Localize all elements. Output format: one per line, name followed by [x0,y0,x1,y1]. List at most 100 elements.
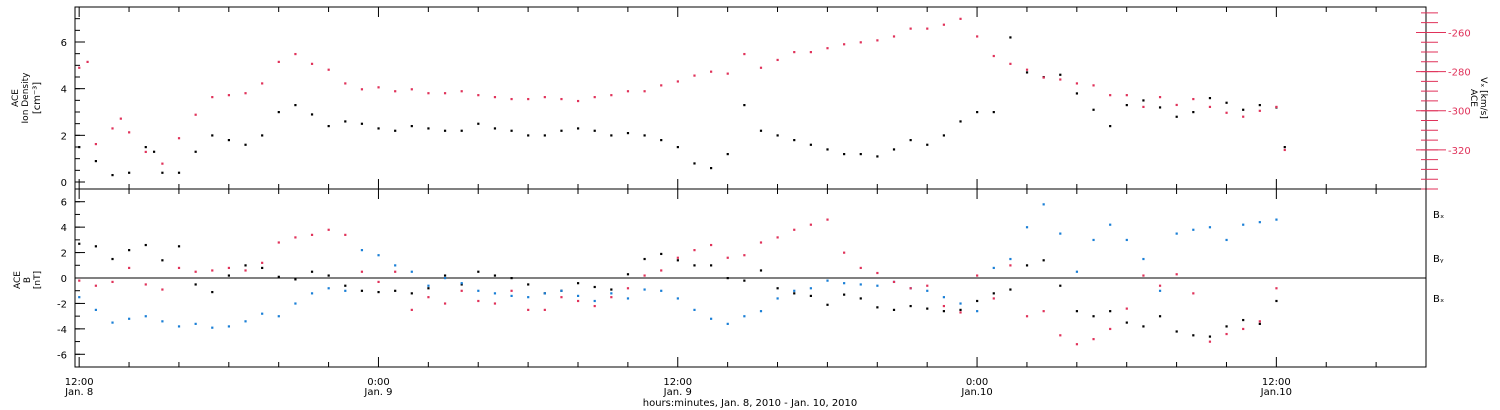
by-point [576,294,580,297]
by-point [227,325,231,328]
by-point [144,315,147,318]
vx-point [676,80,679,83]
x-tick-label-date: Jan.10 [960,387,992,398]
bx-point [410,292,413,295]
vx-point [826,47,829,50]
vx-point [1225,111,1228,114]
bx-point [227,274,231,277]
bz-point [477,299,480,303]
bx-point [510,277,513,280]
by-point [1109,223,1112,226]
bx-point [394,289,397,292]
density-point [626,132,630,135]
vx-point [527,97,530,101]
density-point [809,143,812,146]
bz-point [992,297,995,300]
density-point [909,139,912,142]
vx-point [394,90,397,93]
bz-point [493,302,497,305]
vx-point [1208,105,1212,109]
density-point [410,125,413,128]
bx-point [527,283,530,286]
bx-point [1075,310,1079,313]
bz-point [1125,307,1128,310]
b-ylabel-line3: [nT] [33,271,43,289]
bottom-panel-points [78,203,1278,346]
bx-point [78,242,81,245]
density-point [78,146,81,149]
vx-point [493,96,497,99]
by-point [959,302,962,305]
vx-point [78,66,81,69]
density-point [1142,99,1145,102]
density-point [876,155,879,158]
vx-point [693,74,696,77]
density-point [261,134,264,137]
bz-point [1242,327,1245,331]
density-point [294,104,297,107]
x-tick-label-date: Jan. 9 [663,387,692,398]
vx-point [859,41,862,44]
density-point [227,139,231,142]
density-tick-label: 0 [61,178,67,189]
by-point [1125,238,1128,242]
density-tick-label: 4 [61,85,67,96]
x-tick-label-date: Jan. 9 [363,387,392,398]
vx-point [1192,97,1195,101]
bz-point [527,308,530,311]
by-point [1142,257,1145,261]
density-point [327,125,330,128]
bz-point [809,223,812,226]
vx-point [360,88,364,91]
bx-point [477,270,480,273]
bx-point [294,278,297,281]
vx-point [1283,148,1286,152]
bz-point [327,228,330,231]
bx-point [1059,284,1062,287]
b-ylabel-line1: ACE [13,271,23,289]
density-point [443,129,447,132]
bz-point [144,283,147,286]
bz-point [78,279,81,282]
by-point [1225,238,1228,242]
by-point [926,289,929,292]
bz-point [1025,315,1029,318]
vx-point [443,92,447,95]
by-point [543,292,546,295]
bx-point [826,303,829,306]
bz-point [294,236,297,239]
by-point [643,288,646,291]
density-point [111,174,114,177]
bz-point [360,270,364,273]
density-point [992,111,995,114]
bx-point [992,292,995,295]
vx-point [959,17,962,20]
vx-tick-label: -280 [1448,68,1471,79]
by-point [244,320,247,323]
bx-point [610,288,613,291]
density-point [1192,111,1195,114]
bx-point [1109,310,1112,313]
bz-point [576,299,580,303]
vx-point [477,94,480,97]
by-point [676,297,679,300]
vx-point [576,99,580,103]
vx-point [1109,94,1112,97]
bx-point [327,274,330,277]
bx-point [427,287,430,290]
bz-point [261,261,264,264]
density-tick-label: 2 [61,131,67,142]
by-point [826,279,829,282]
bx-point [211,290,214,294]
bx-point [1275,299,1278,303]
vx-point [1042,76,1045,79]
by-point [1275,218,1278,221]
density-point [360,122,364,125]
vx-point [510,97,513,101]
x-axis-title: hours:minutes, Jan. 8, 2010 - Jan. 10, 2… [643,398,858,409]
vx-point [1158,96,1162,99]
by-point [94,308,97,311]
vx-point [1242,115,1245,118]
